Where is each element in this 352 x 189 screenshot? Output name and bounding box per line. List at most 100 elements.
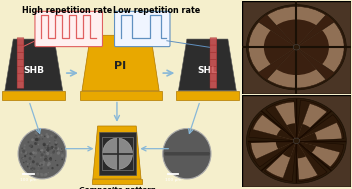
Circle shape [37, 131, 41, 134]
Circle shape [56, 150, 59, 153]
Circle shape [55, 147, 56, 149]
FancyBboxPatch shape [99, 132, 136, 175]
Circle shape [27, 166, 29, 167]
Circle shape [55, 143, 57, 146]
Circle shape [46, 135, 49, 138]
Circle shape [41, 163, 45, 166]
Circle shape [43, 156, 44, 158]
Wedge shape [264, 141, 296, 181]
Circle shape [34, 152, 37, 155]
Circle shape [54, 140, 56, 141]
Circle shape [45, 159, 48, 162]
Circle shape [60, 149, 62, 151]
Text: High repetition rate: High repetition rate [23, 6, 113, 15]
Wedge shape [296, 104, 327, 141]
Circle shape [36, 163, 39, 166]
FancyBboxPatch shape [17, 52, 24, 59]
Circle shape [44, 147, 46, 149]
Circle shape [32, 151, 35, 154]
Wedge shape [277, 129, 296, 141]
Circle shape [40, 173, 42, 174]
Circle shape [29, 157, 32, 160]
FancyBboxPatch shape [210, 67, 217, 74]
Circle shape [30, 145, 33, 148]
Circle shape [57, 151, 60, 155]
Wedge shape [266, 100, 296, 141]
Circle shape [44, 174, 46, 177]
Circle shape [49, 157, 52, 160]
Circle shape [31, 138, 34, 141]
Circle shape [43, 143, 46, 146]
Circle shape [24, 155, 26, 157]
Circle shape [52, 151, 55, 154]
Wedge shape [249, 141, 296, 167]
Circle shape [34, 132, 37, 134]
Circle shape [39, 165, 40, 166]
Wedge shape [296, 122, 342, 141]
Circle shape [41, 149, 43, 151]
Wedge shape [249, 22, 296, 72]
Circle shape [44, 136, 45, 137]
Circle shape [45, 133, 48, 136]
Circle shape [23, 162, 25, 163]
Circle shape [55, 146, 58, 149]
Circle shape [62, 150, 63, 153]
Circle shape [50, 157, 51, 159]
Text: PI: PI [114, 60, 127, 70]
Text: 100 μm: 100 μm [165, 178, 181, 182]
Circle shape [61, 154, 64, 157]
FancyBboxPatch shape [17, 74, 24, 81]
Circle shape [24, 147, 25, 149]
Circle shape [55, 141, 57, 144]
Circle shape [51, 167, 54, 169]
Circle shape [46, 134, 47, 135]
FancyBboxPatch shape [17, 59, 24, 67]
Circle shape [46, 156, 47, 157]
FancyBboxPatch shape [210, 74, 217, 81]
Circle shape [57, 143, 58, 144]
Circle shape [47, 144, 49, 147]
Circle shape [61, 150, 62, 152]
Circle shape [36, 141, 38, 143]
Circle shape [55, 160, 56, 161]
Circle shape [22, 149, 25, 153]
Circle shape [23, 158, 24, 159]
Circle shape [27, 141, 30, 143]
Wedge shape [249, 114, 296, 141]
Circle shape [40, 153, 44, 156]
Wedge shape [276, 47, 316, 75]
Wedge shape [276, 19, 316, 47]
Wedge shape [267, 6, 326, 47]
Circle shape [49, 141, 50, 143]
FancyBboxPatch shape [80, 91, 162, 100]
Wedge shape [296, 22, 344, 72]
Circle shape [46, 150, 48, 152]
Wedge shape [264, 30, 296, 64]
Wedge shape [253, 115, 296, 141]
Circle shape [46, 152, 49, 155]
Circle shape [31, 153, 33, 155]
Circle shape [29, 167, 30, 169]
Circle shape [30, 163, 31, 165]
Circle shape [46, 145, 47, 146]
Wedge shape [247, 47, 296, 89]
Circle shape [44, 158, 47, 161]
Circle shape [24, 144, 26, 146]
Circle shape [31, 153, 32, 155]
Circle shape [46, 156, 48, 158]
Circle shape [50, 154, 52, 156]
Circle shape [49, 147, 52, 150]
Circle shape [29, 145, 31, 147]
Circle shape [60, 148, 63, 151]
Wedge shape [296, 141, 316, 153]
FancyBboxPatch shape [210, 38, 217, 45]
Wedge shape [296, 141, 318, 180]
Wedge shape [296, 141, 340, 167]
Wedge shape [296, 141, 344, 168]
Wedge shape [296, 47, 345, 89]
Circle shape [26, 152, 29, 155]
Circle shape [49, 150, 50, 151]
Circle shape [36, 173, 39, 176]
Polygon shape [5, 39, 63, 91]
Circle shape [293, 44, 300, 50]
